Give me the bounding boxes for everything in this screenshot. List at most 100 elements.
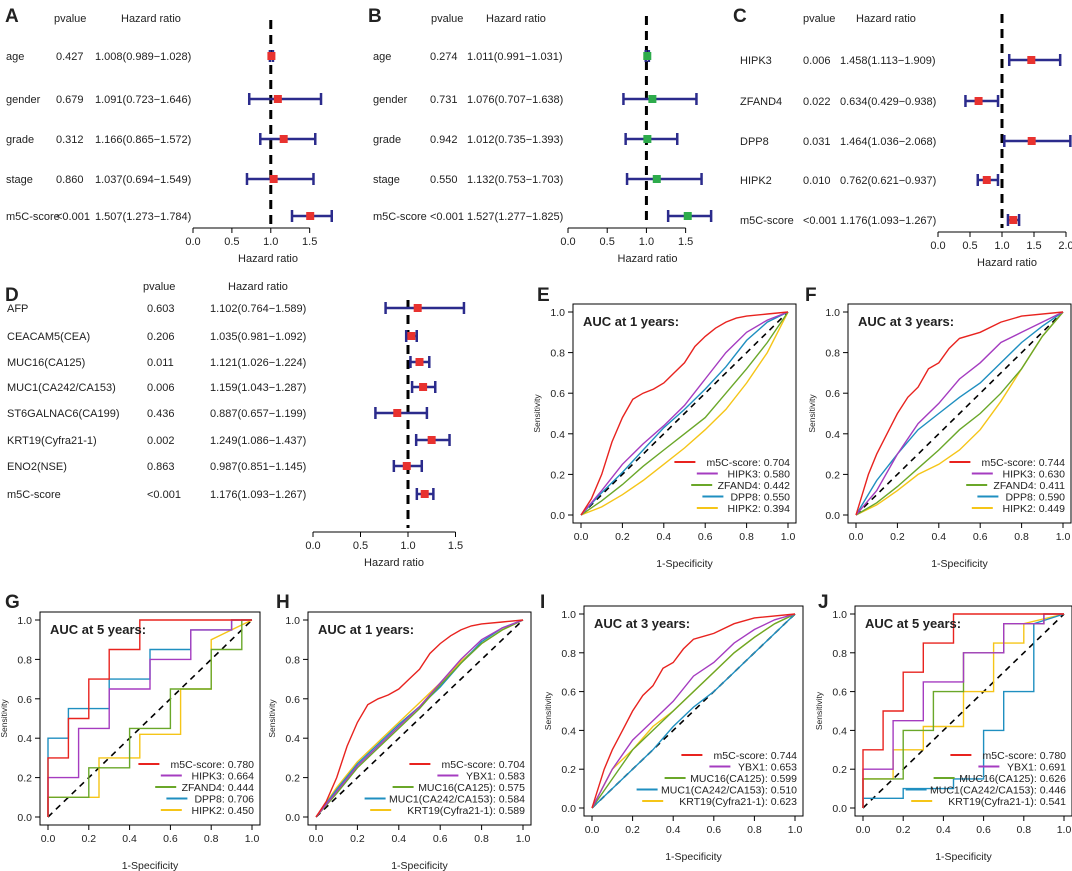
y-tick-label: 0.4 <box>561 725 576 737</box>
x-tick-label: 0.5 <box>600 236 615 248</box>
row-hazard-ratio: 1.132(0.753−1.703) <box>467 174 563 186</box>
x-tick-label: 0.5 <box>353 540 368 552</box>
x-axis-label: Hazard ratio <box>238 253 298 265</box>
hr-point <box>683 212 692 220</box>
x-tick-label: 0.4 <box>656 531 671 543</box>
row-pvalue: 0.942 <box>430 134 458 146</box>
roc-curve <box>580 311 789 516</box>
legend-entry: KRT19(Cyfra21-1): 0.623 <box>679 796 797 808</box>
legend-entry: MUC16(CA125): 0.626 <box>959 773 1066 785</box>
legend-entry: HIPK3: 0.630 <box>1003 469 1066 481</box>
panel-J: J 0.0 0.0 0.2 0.2 0.4 0.4 0.6 0.6 0.8 0.8 1.0 1.0 1-S… <box>814 592 1072 863</box>
row-hazard-ratio: 1.121(1.026−1.224) <box>210 357 306 369</box>
x-tick-label: 1.5 <box>302 236 317 248</box>
row-hazard-ratio: 1.249(1.086−1.437) <box>210 435 306 447</box>
y-tick-label: 0.6 <box>550 388 565 400</box>
x-tick-label: 0.0 <box>585 824 600 836</box>
panel-I: I 0.0 0.0 0.2 0.2 0.4 0.4 0.6 0.6 0.8 0.8 1.0 1.0 1-S… <box>540 592 804 863</box>
x-tick-label: 1.0 <box>781 531 796 543</box>
panel-letter: J <box>818 592 829 613</box>
row-hazard-ratio: 1.507(1.273−1.784) <box>95 211 191 223</box>
x-tick-label: 0.4 <box>122 833 137 845</box>
x-tick-label: 0.0 <box>309 833 324 845</box>
x-tick-label: 1.0 <box>516 833 531 845</box>
roc-curve <box>855 311 1064 516</box>
row-hazard-ratio: 1.035(0.981−1.092) <box>210 331 306 343</box>
x-tick-label: 1.5 <box>678 236 693 248</box>
legend-entry: ZFAND4: 0.411 <box>993 480 1065 492</box>
y-tick-label: 0.6 <box>832 687 847 699</box>
x-tick-label: 1.0 <box>1056 531 1071 543</box>
row-hazard-ratio: 1.102(0.764−1.589) <box>210 303 306 315</box>
row-pvalue: 0.274 <box>430 51 458 63</box>
row-hazard-ratio: 1.527(1.277−1.825) <box>467 211 563 223</box>
row-hazard-ratio: 1.458(1.113−1.909) <box>840 55 936 67</box>
y-tick-label: 0.8 <box>17 654 32 666</box>
plot-frame <box>847 303 1072 524</box>
roc-curve <box>315 619 524 818</box>
roc-curve <box>580 311 789 516</box>
plot-frame <box>854 605 1072 817</box>
roc-curve <box>855 311 1064 516</box>
y-tick-label: 0.4 <box>550 429 565 441</box>
hr-point <box>415 358 424 366</box>
row-pvalue: 0.312 <box>56 134 84 146</box>
y-tick-label: 0.0 <box>832 803 847 815</box>
diagonal-reference <box>315 619 524 818</box>
row-label: m5C-score <box>740 215 794 227</box>
row-hazard-ratio: 1.091(0.723−1.646) <box>95 94 191 106</box>
y-tick-label: 0.2 <box>285 773 300 785</box>
hr-point <box>1009 216 1018 224</box>
hr-point <box>267 52 276 60</box>
x-tick-label: 0.8 <box>474 833 489 845</box>
legend-entry: HIPK2: 0.394 <box>728 503 791 515</box>
x-tick-label: 1.5 <box>1026 240 1041 252</box>
x-tick-label: 0.0 <box>856 824 871 836</box>
hr-point <box>269 175 278 183</box>
y-tick-label: 1.0 <box>550 307 565 319</box>
row-label: m5C-score <box>6 211 60 223</box>
panel-letter: A <box>5 6 19 27</box>
roc-curve <box>47 619 252 817</box>
diagonal-reference <box>862 613 1065 809</box>
y-axis-label: Sensitivity <box>543 691 553 730</box>
x-axis-label: 1-Specificity <box>122 860 179 871</box>
legend-entry: MUC1(CA242/CA153): 0.510 <box>661 785 797 797</box>
x-tick-label: 0.2 <box>81 833 96 845</box>
plot-frame <box>572 303 797 524</box>
x-axis-label: Hazard ratio <box>977 257 1037 269</box>
x-tick-label: 1.0 <box>263 236 278 248</box>
row-hazard-ratio: 0.762(0.621−0.937) <box>840 175 936 187</box>
column-header-hazard-ratio: Hazard ratio <box>856 13 916 25</box>
row-hazard-ratio: 1.166(0.865−1.572) <box>95 134 191 146</box>
row-label: ENO2(NSE) <box>7 461 67 473</box>
row-hazard-ratio: 1.464(1.036−2.068) <box>840 136 936 148</box>
roc-curve <box>855 311 1064 516</box>
row-label: ZFAND4 <box>740 96 782 108</box>
y-tick-label: 0.0 <box>561 803 576 815</box>
row-pvalue: 0.436 <box>147 408 175 420</box>
x-tick-label: 1.5 <box>448 540 463 552</box>
y-axis-label: Sensitivity <box>532 394 542 433</box>
y-tick-label: 0.6 <box>17 694 32 706</box>
y-tick-label: 1.0 <box>561 609 576 621</box>
y-tick-label: 0.2 <box>832 764 847 776</box>
x-axis-label: 1-Specificity <box>665 851 722 863</box>
legend-entry: MUC16(CA125): 0.599 <box>690 773 797 785</box>
chart-title: AUC at 3 years: <box>594 616 690 631</box>
panel-G: G 0.0 0.0 0.2 0.2 0.4 0.4 0.6 0.6 0.8 0.8 1.0 1.0 1-S… <box>0 592 261 871</box>
x-tick-label: 0.6 <box>163 833 178 845</box>
panel-letter: D <box>5 285 19 306</box>
x-tick-label: 0.8 <box>1014 531 1029 543</box>
panel-letter: F <box>805 285 817 306</box>
roc-curve <box>591 613 796 809</box>
hr-point <box>1027 137 1036 145</box>
legend-entry: HIPK3: 0.580 <box>728 469 791 481</box>
x-tick-label: 0.2 <box>350 833 365 845</box>
row-label: DPP8 <box>740 136 769 148</box>
hr-point <box>427 436 436 444</box>
legend-entry: m5C-score: 0.780 <box>171 759 255 771</box>
legend-entry: YBX1: 0.691 <box>1007 762 1066 774</box>
